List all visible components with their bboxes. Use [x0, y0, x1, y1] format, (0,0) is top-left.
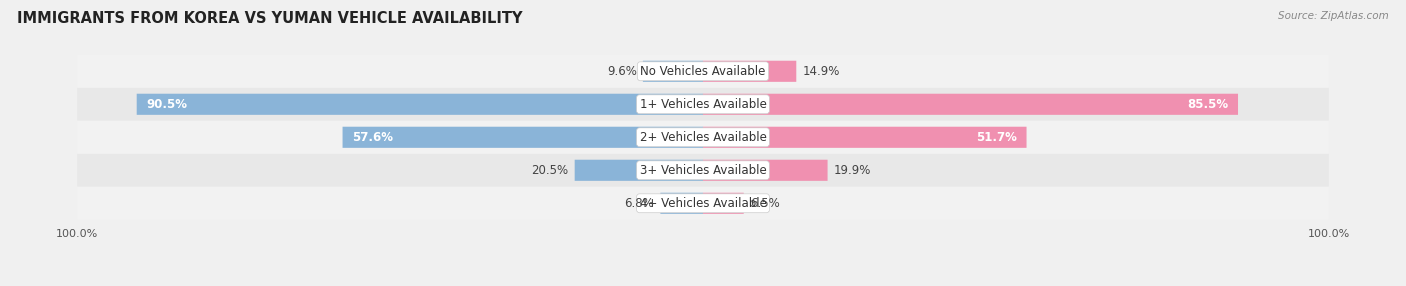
FancyBboxPatch shape	[343, 127, 703, 148]
Text: 4+ Vehicles Available: 4+ Vehicles Available	[640, 197, 766, 210]
Legend: Immigrants from Korea, Yuman: Immigrants from Korea, Yuman	[579, 283, 827, 286]
Text: 51.7%: 51.7%	[976, 131, 1017, 144]
FancyBboxPatch shape	[77, 154, 1329, 187]
FancyBboxPatch shape	[77, 88, 1329, 121]
Text: 1+ Vehicles Available: 1+ Vehicles Available	[640, 98, 766, 111]
Text: 20.5%: 20.5%	[531, 164, 568, 177]
FancyBboxPatch shape	[136, 94, 703, 115]
Text: 3+ Vehicles Available: 3+ Vehicles Available	[640, 164, 766, 177]
Text: 6.5%: 6.5%	[749, 197, 780, 210]
Text: 14.9%: 14.9%	[803, 65, 839, 78]
Text: 2+ Vehicles Available: 2+ Vehicles Available	[640, 131, 766, 144]
FancyBboxPatch shape	[703, 160, 828, 181]
Text: 9.6%: 9.6%	[607, 65, 637, 78]
Text: IMMIGRANTS FROM KOREA VS YUMAN VEHICLE AVAILABILITY: IMMIGRANTS FROM KOREA VS YUMAN VEHICLE A…	[17, 11, 523, 26]
Text: No Vehicles Available: No Vehicles Available	[640, 65, 766, 78]
Text: 85.5%: 85.5%	[1188, 98, 1229, 111]
Text: 57.6%: 57.6%	[352, 131, 394, 144]
Text: 6.8%: 6.8%	[624, 197, 654, 210]
FancyBboxPatch shape	[77, 187, 1329, 220]
FancyBboxPatch shape	[643, 61, 703, 82]
FancyBboxPatch shape	[77, 121, 1329, 154]
FancyBboxPatch shape	[703, 61, 796, 82]
Text: 19.9%: 19.9%	[834, 164, 872, 177]
FancyBboxPatch shape	[661, 193, 703, 214]
FancyBboxPatch shape	[703, 127, 1026, 148]
Text: 90.5%: 90.5%	[146, 98, 187, 111]
FancyBboxPatch shape	[77, 55, 1329, 88]
Text: Source: ZipAtlas.com: Source: ZipAtlas.com	[1278, 11, 1389, 21]
FancyBboxPatch shape	[703, 94, 1239, 115]
FancyBboxPatch shape	[575, 160, 703, 181]
FancyBboxPatch shape	[703, 193, 744, 214]
